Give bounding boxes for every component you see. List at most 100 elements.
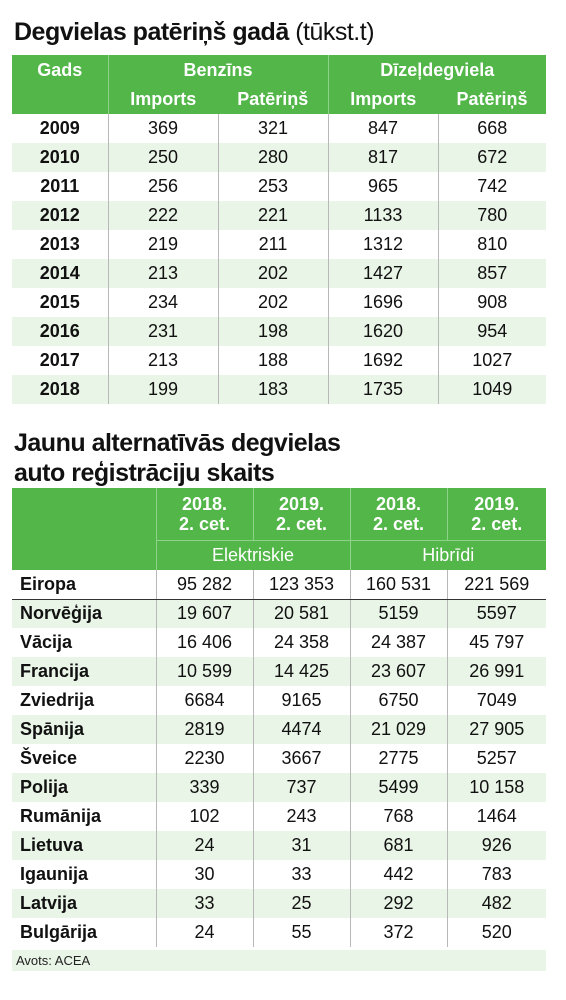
table-cell: 10 599 (155, 657, 253, 686)
table-cell: 908 (437, 288, 547, 317)
table-cell: 5499 (349, 773, 447, 802)
table-cell: 810 (437, 230, 547, 259)
table-cell: 16 406 (155, 628, 253, 657)
table-cell: 221 569 (446, 570, 546, 600)
table-cell: 10 158 (446, 773, 546, 802)
table-cell: 45 797 (446, 628, 546, 657)
table-cell: 256 (107, 172, 218, 201)
table-cell: 23 607 (349, 657, 447, 686)
table-row: Francija 10 599 14 425 23 607 26 991 (12, 657, 546, 686)
table-cell: 183 (217, 375, 329, 404)
col-header-period: 2019. 2. cet. (252, 488, 350, 540)
table-cell: 211 (217, 230, 329, 259)
col-header-period: 2019. 2. cet. (446, 488, 546, 540)
table-cell: 783 (446, 860, 546, 889)
row-label: 2018 (12, 375, 108, 404)
row-label: 2009 (39, 118, 80, 138)
table-cell: 1735 (327, 375, 439, 404)
col-header-petrol-consumption: Patēriņš (218, 85, 329, 114)
table-cell: 321 (217, 114, 329, 143)
fuel-title-unit: (tūkst.t) (295, 18, 375, 46)
col-header-period: 2018. 2. cet. (349, 488, 447, 540)
table-row: 2010 250 280 817 672 (12, 143, 547, 172)
row-label: 2016 (12, 317, 108, 346)
source-note: Avots: ACEA (12, 950, 546, 971)
table-cell: 1692 (327, 346, 439, 375)
table-cell: 1027 (437, 346, 547, 375)
table-cell: 2819 (155, 715, 253, 744)
table-cell: 817 (327, 143, 439, 172)
group-header-hybrid: Hibrīdi (349, 539, 546, 570)
registrations-table-body: Eiropa 95 282 123 353 160 531 221 569 Norvēģi… (12, 570, 546, 947)
table-cell: 780 (437, 201, 547, 230)
row-label: Šveice (20, 748, 78, 768)
table-cell: 339 (155, 773, 253, 802)
table-cell: 55 (252, 918, 350, 947)
table-cell: 243 (252, 802, 350, 831)
registrations-table-title: Jaunu alternatīvās degvielas auto reģist… (14, 428, 341, 488)
table-row: Bulgārija 24 55 372 520 (12, 918, 546, 947)
table-cell: 188 (217, 346, 329, 375)
table-row: Latvija 33 25 292 482 (12, 889, 546, 918)
table-cell: 1696 (327, 288, 439, 317)
table-cell: 199 (107, 375, 218, 404)
row-label: Francija (12, 657, 156, 686)
table-cell: 5159 (349, 599, 447, 628)
table-cell: 372 (349, 918, 447, 947)
table-cell: 2230 (155, 744, 253, 773)
table-cell: 3667 (252, 744, 350, 773)
table-cell: 19 607 (155, 599, 253, 628)
row-label: Vācija (20, 632, 73, 652)
row-label: Latvija (12, 889, 156, 918)
row-label: 2015 (39, 292, 80, 312)
table-cell: 926 (446, 831, 546, 860)
table-cell: 33 (252, 860, 350, 889)
table-cell: 2775 (349, 744, 447, 773)
table-cell: 768 (349, 802, 447, 831)
table-cell: 198 (217, 317, 329, 346)
table-cell: 6750 (349, 686, 447, 715)
col-header-country (12, 488, 156, 570)
row-label: Polija (12, 773, 156, 802)
table-row: 2018 199 183 1735 1049 (12, 375, 547, 404)
table-row: 2009 369 321 847 668 (12, 114, 547, 143)
registrations-title-line1: Jaunu alternatīvās degvielas (14, 429, 341, 457)
table-row: Zviedrija 6684 9165 6750 7049 (12, 686, 546, 715)
table-cell: 26 991 (446, 657, 546, 686)
table-row: Norvēģija 19 607 20 581 5159 5597 (12, 599, 546, 628)
registrations-table: 2018. 2. cet. 2019. 2. cet. 2018. 2. cet. 2… (12, 488, 546, 947)
col-header-period: 2018. 2. cet. (155, 488, 253, 540)
table-row: 2014 213 202 1427 857 (12, 259, 547, 288)
table-row: 2013 219 211 1312 810 (12, 230, 547, 259)
col-header-year: Gads (12, 55, 108, 114)
table-cell: 520 (446, 918, 546, 947)
col-header-diesel-import: Imports (327, 85, 439, 114)
table-cell: 1133 (327, 201, 439, 230)
table-cell: 737 (252, 773, 350, 802)
table-cell: 202 (217, 259, 329, 288)
table-cell: 1620 (327, 317, 439, 346)
row-label: Rumānija (20, 806, 102, 826)
table-cell: 9165 (252, 686, 350, 715)
table-cell: 24 387 (349, 628, 447, 657)
table-cell: 6684 (155, 686, 253, 715)
table-row: Rumānija 102 243 768 1464 (12, 802, 546, 831)
table-cell: 21 029 (349, 715, 447, 744)
table-row: 2011 256 253 965 742 (12, 172, 547, 201)
table-cell: 202 (217, 288, 329, 317)
table-cell: 847 (327, 114, 439, 143)
row-label: Eiropa (12, 570, 156, 600)
registrations-title-line2: auto reģistrāciju skaits (14, 459, 275, 487)
group-header-diesel: Dīzeļdegviela (327, 55, 547, 85)
table-cell: 1312 (327, 230, 439, 259)
table-cell: 31 (252, 831, 350, 860)
table-cell: 160 531 (349, 570, 447, 600)
table-cell: 668 (437, 114, 547, 143)
table-cell: 95 282 (155, 570, 253, 600)
table-cell: 24 (155, 918, 253, 947)
table-cell: 14 425 (252, 657, 350, 686)
table-cell: 213 (107, 259, 218, 288)
table-cell: 24 358 (252, 628, 350, 657)
row-label: Spānija (12, 715, 156, 744)
table-cell: 954 (437, 317, 547, 346)
